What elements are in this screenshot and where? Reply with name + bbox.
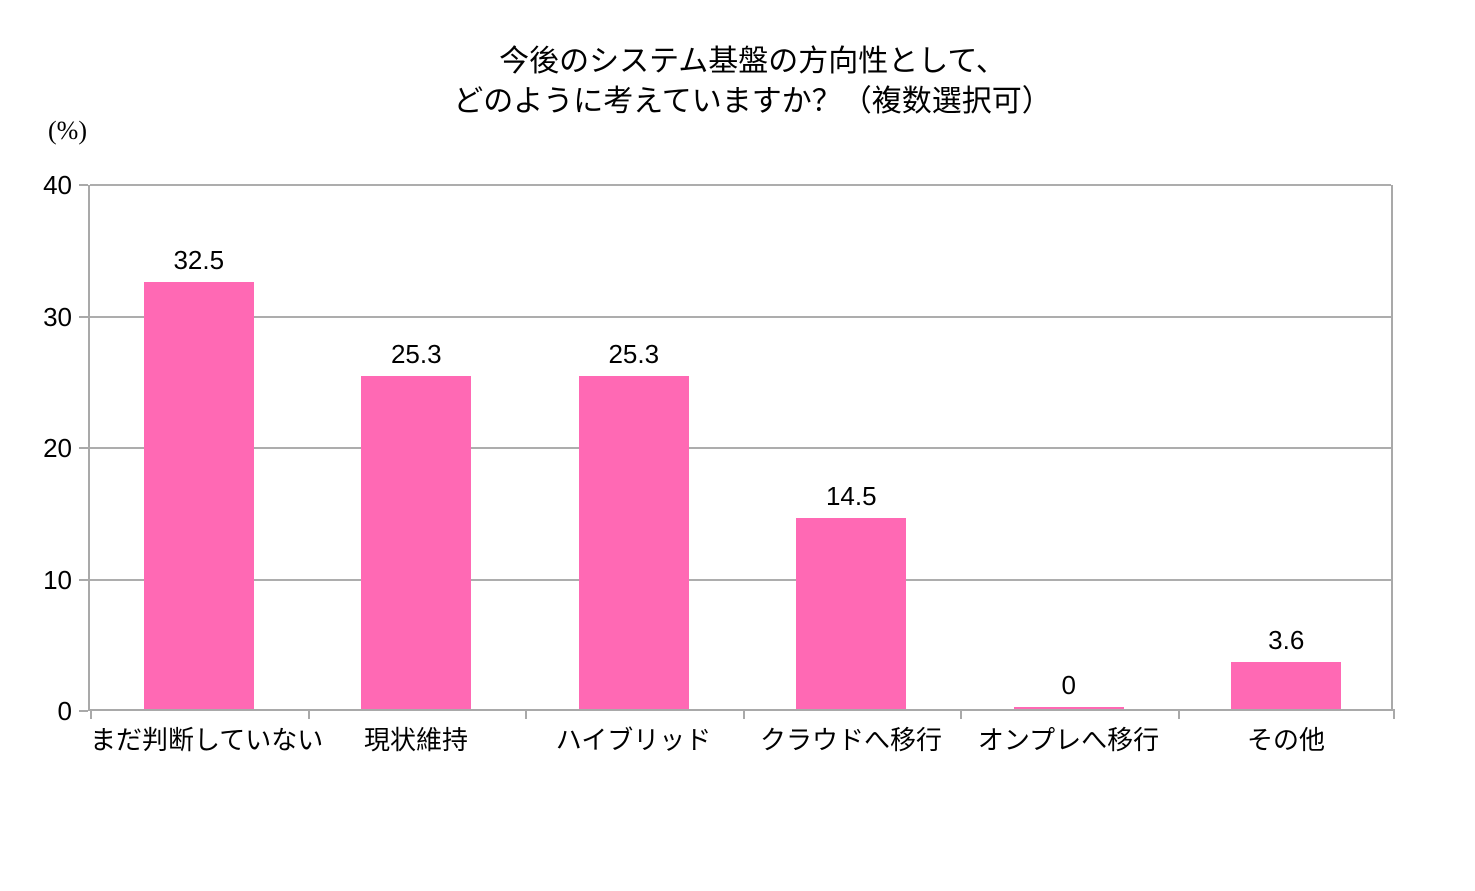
chart-title-line-2: どのように考えていますか？（複数選択可） (453, 85, 1052, 118)
x-tick-mark-3 (742, 709, 745, 719)
category-label: 現状維持 (363, 725, 468, 755)
plot-area: 0 10 20 30 40 32.5 まだ判断していない 25.3 現状維持 25.3 ハイブリッド… (43, 170, 1395, 755)
gridline-y-10 (90, 578, 1391, 581)
bar-value-label: 14.5 (825, 481, 877, 512)
chart-title: 今後のシステム基盤の方向性として、 どのように考えていますか？（複数選択可） (100, 42, 1405, 122)
chart-title-line-1: 今後のシステム基盤の方向性として、 (499, 45, 1006, 78)
y-tick-label: 10 (43, 564, 72, 595)
y-axis-unit-label: (%) (48, 116, 87, 145)
category-label: まだ判断していない (90, 725, 324, 755)
bar-現状維持 (361, 376, 472, 709)
bar-value-label: 32.5 (173, 244, 225, 275)
bar-value-label: 25.3 (390, 339, 442, 370)
y-tick-label: 0 (57, 696, 72, 726)
bar-オンプレへ移行 (1013, 706, 1124, 709)
x-tick-mark-6 (1393, 709, 1395, 719)
gridline-y-40 (90, 184, 1391, 186)
y-tick-mark-30 (79, 315, 88, 318)
category-label: オンプレへ移行 (977, 725, 1160, 755)
y-tick-label: 30 (43, 301, 72, 332)
x-tick-mark-0 (90, 709, 92, 719)
category-label: クラウドへ移行 (759, 725, 942, 755)
gridline-y-20 (90, 447, 1391, 449)
y-tick-label: 40 (43, 170, 72, 200)
y-tick-mark-0 (79, 710, 88, 712)
y-tick-label: 20 (43, 433, 72, 463)
x-tick-mark-4 (960, 709, 962, 719)
bar-その他 (1231, 661, 1342, 709)
y-tick-mark-10 (79, 578, 88, 581)
bar-まだ判断していない (143, 281, 254, 709)
x-tick-mark-1 (307, 709, 310, 719)
y-tick-mark-20 (79, 447, 88, 449)
category-label: ハイブリッド (555, 725, 712, 755)
x-tick-mark-2 (525, 709, 527, 719)
bar-value-label: 25.3 (608, 339, 660, 370)
bar-value-label: 3.6 (1268, 624, 1305, 655)
bar-クラウドへ移行 (796, 518, 907, 709)
y-tick-mark-40 (79, 184, 88, 186)
gridline-y-30 (90, 315, 1391, 318)
category-label: その他 (1246, 725, 1325, 755)
x-tick-mark-5 (1177, 709, 1180, 719)
bar-value-label: 0 (1061, 669, 1076, 700)
bar-ハイブリッド (578, 376, 689, 709)
